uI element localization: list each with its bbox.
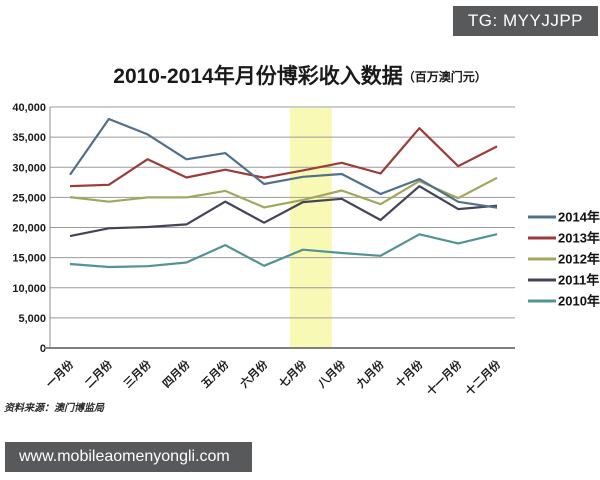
y-axis-tick-label: 20,000 (12, 223, 46, 235)
x-axis-tick-label: 一月份 (43, 357, 77, 391)
x-axis-tick-label: 十月份 (392, 357, 426, 391)
x-axis-tick-label: 五月份 (198, 357, 232, 391)
legend-label-2011年: 2011年 (558, 273, 599, 288)
x-axis-tick-label: 九月份 (353, 357, 388, 392)
footer-url-text: www.mobileaomenyongli.com (19, 448, 230, 465)
x-axis-tick-label: 六月份 (237, 357, 271, 391)
y-axis-tick-label: 35,000 (12, 132, 46, 144)
legend-label-2012年: 2012年 (558, 252, 600, 267)
x-axis-tick-label: 八月份 (314, 357, 349, 392)
series-line-2011年 (69, 185, 498, 238)
x-axis-tick-label: 十一月份 (423, 357, 465, 399)
x-axis-tick-label: 四月份 (159, 357, 193, 391)
chart-title-text: 2010-2014年月份博彩收入数据 (113, 65, 403, 88)
legend-label-2013年: 2013年 (558, 231, 600, 246)
y-axis-tick-label: 25,000 (12, 192, 46, 204)
footer-url-bar: www.mobileaomenyongli.com (5, 442, 252, 472)
y-axis-tick-label: 0 (40, 343, 46, 355)
y-axis-tick-label: 10,000 (12, 283, 46, 295)
series-line-2012年 (69, 176, 498, 209)
y-axis-tick-label: 5,000 (18, 313, 46, 325)
x-axis-tick-label: 十二月份 (462, 357, 504, 399)
x-axis-tick-label: 七月份 (276, 357, 310, 391)
chart-title: 2010-2014年月份博彩收入数据（百万澳门元） (0, 60, 600, 90)
series-line-2014年 (69, 117, 498, 209)
series-line-2010年 (69, 233, 498, 269)
x-axis-tick-label: 三月份 (121, 357, 155, 391)
watermark-badge: TG: MYYJJPP (452, 6, 598, 36)
chart-title-unit: （百万澳门元） (402, 70, 487, 84)
y-axis-tick-label: 15,000 (12, 253, 46, 265)
y-axis-tick-label: 30,000 (12, 162, 46, 174)
series-line-2013年 (69, 127, 498, 188)
watermark-badge-text: TG: MYYJJPP (467, 11, 583, 30)
source-note: 资料来源：澳门博监局 (4, 403, 104, 414)
legend-label-2014年: 2014年 (558, 210, 600, 225)
x-axis-tick-label: 二月份 (82, 357, 116, 391)
legend-label-2010年: 2010年 (558, 294, 600, 309)
y-axis-tick-label: 40,000 (12, 102, 46, 114)
